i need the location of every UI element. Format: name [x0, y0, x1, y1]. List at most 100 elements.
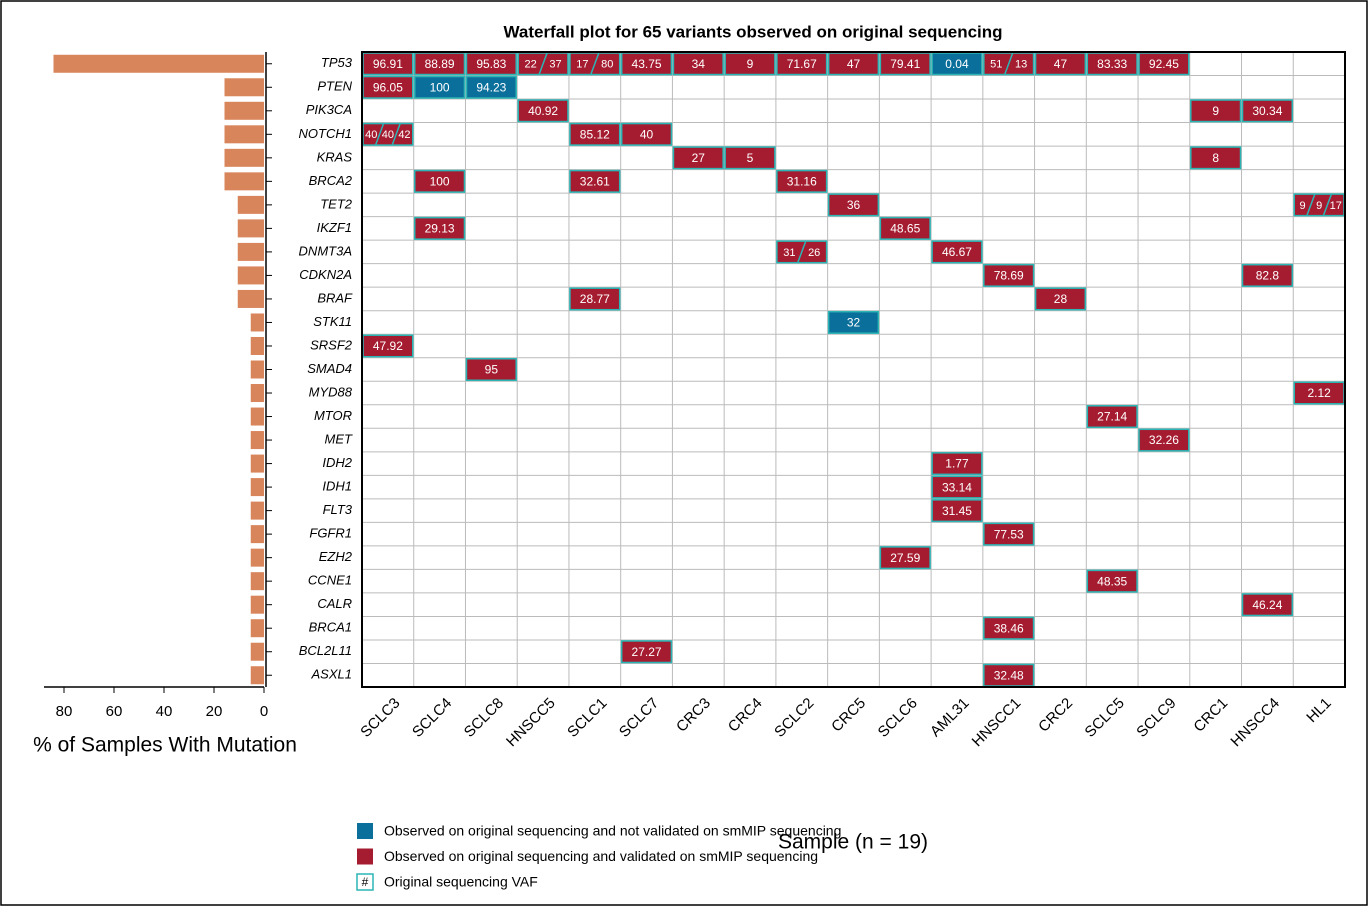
bar [250, 548, 264, 567]
cell-label: 78.69 [994, 269, 1024, 283]
x-axis-title: Sample (n = 19) [778, 831, 928, 854]
x-tick-label: 20 [206, 703, 223, 720]
x-tick-label: SCLC5 [1082, 695, 1128, 741]
cell [983, 522, 1035, 546]
cell-label: 100 [430, 80, 450, 94]
cell-label: 96.91 [373, 57, 403, 71]
cell [569, 169, 621, 193]
cell-label: 8 [1212, 151, 1219, 165]
x-tick-label: HL1 [1303, 695, 1334, 726]
cell-label: 51 [990, 59, 1002, 71]
y-tick-label: SRSF2 [310, 337, 353, 352]
y-tick-label: PIK3CA [306, 102, 352, 117]
y-tick-label: ASXL1 [311, 667, 352, 682]
y-tick-label: CALR [317, 596, 352, 611]
legend-swatch [356, 873, 374, 891]
cell-label: 40 [382, 129, 394, 141]
bar [250, 666, 264, 685]
cell-label: 95 [485, 363, 499, 377]
x-tick-label: HNSCC4 [1227, 695, 1283, 751]
cell-label: 94.23 [476, 80, 506, 94]
y-tick-label: IDH1 [322, 479, 352, 494]
bar [250, 572, 264, 591]
cell [983, 616, 1035, 640]
y-tick-label: KRAS [317, 149, 353, 164]
cell-label: 27.27 [632, 645, 662, 659]
cell-label: 38.46 [994, 621, 1024, 635]
y-tick-label: IDH2 [322, 455, 352, 470]
cell-label: 13 [1015, 59, 1027, 71]
cell-label: 82.8 [1256, 269, 1280, 283]
cell [1241, 99, 1294, 123]
bar [237, 266, 264, 285]
cell-label: 27.14 [1097, 410, 1127, 424]
y-tick-label: TET2 [320, 196, 353, 211]
x-tick-label: 40 [156, 703, 173, 720]
plot-border [361, 51, 1346, 688]
cell [413, 75, 466, 99]
cell-label: 48.35 [1097, 574, 1127, 588]
cell [827, 193, 880, 217]
x-tick-label: SCLC3 [357, 695, 403, 741]
bar [250, 384, 264, 403]
cell-label: 31 [783, 247, 795, 259]
cell-label: 5 [747, 151, 754, 165]
cell [465, 75, 517, 99]
cell-label: 17 [1330, 200, 1342, 212]
bar [224, 148, 264, 167]
cell-divider [391, 123, 401, 146]
cell-label: 30.34 [1252, 104, 1282, 118]
cell-label: 28.77 [580, 292, 610, 306]
cell [1241, 263, 1294, 287]
cell-label: 0.04 [945, 57, 969, 71]
bar [250, 407, 264, 426]
y-tick-label: SMAD4 [307, 361, 352, 376]
cell [1138, 428, 1190, 452]
cell-label: 34 [692, 57, 706, 71]
cell [672, 146, 724, 170]
cell [620, 122, 673, 146]
x-tick-label: 0 [260, 703, 268, 720]
legend-swatch [357, 848, 373, 865]
y-tick-label: DNMT3A [299, 243, 352, 258]
cell [1190, 146, 1242, 170]
chart-title: Waterfall plot for 65 variants observed … [503, 22, 1002, 41]
x-tick-label: AML31 [927, 695, 973, 741]
y-tick-label: STK11 [313, 314, 352, 329]
cell-label: 9 [1299, 200, 1305, 212]
bar [250, 619, 264, 638]
cell-label: 32.26 [1149, 433, 1179, 447]
cell-label: 33.14 [942, 480, 972, 494]
cell-label: 96.05 [373, 80, 403, 94]
y-tick-label: BRCA1 [309, 620, 352, 635]
bar [250, 642, 264, 661]
bar [224, 78, 264, 97]
cell [879, 216, 931, 240]
x-tick-label: SCLC4 [409, 695, 455, 741]
cell [931, 452, 983, 476]
cell-label: 80 [601, 59, 613, 71]
bar [237, 195, 264, 214]
cell [724, 146, 776, 170]
x-tick-label: SCLC2 [771, 695, 817, 741]
cell-label: 31.45 [942, 504, 972, 518]
legend-symbol: # [362, 875, 369, 889]
cell [1241, 593, 1294, 617]
bar [53, 54, 264, 73]
cell-label: 92.45 [1149, 57, 1179, 71]
cell [879, 546, 931, 570]
x-tick-label: SCLC1 [564, 695, 610, 741]
cell-label: 46.24 [1252, 598, 1282, 612]
cell [983, 263, 1035, 287]
y-tick-label: BRAF [317, 290, 353, 305]
bar [237, 289, 264, 308]
cell [931, 240, 983, 264]
cell-label: 42 [398, 129, 410, 141]
cell-divider [1306, 193, 1316, 216]
cell [1190, 99, 1242, 123]
cell [931, 499, 983, 523]
cell-label: 83.33 [1097, 57, 1127, 71]
y-tick-label: FGFR1 [309, 526, 352, 541]
y-tick-label: EZH2 [319, 549, 353, 564]
x-tick-label: CRC2 [1035, 695, 1076, 736]
